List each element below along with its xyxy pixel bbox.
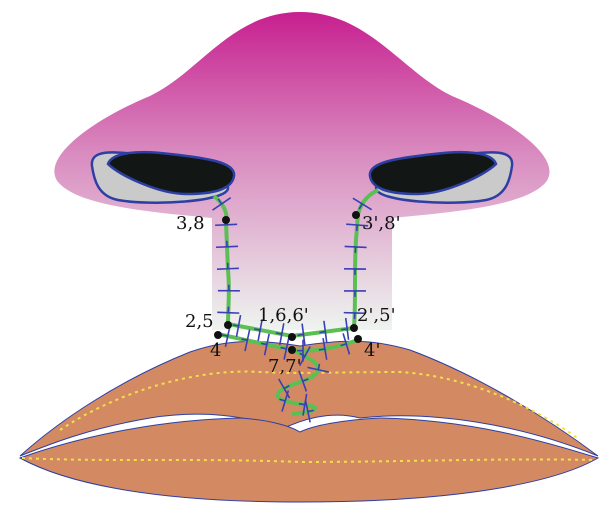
stitch-mark	[296, 339, 304, 362]
left-nostril	[90, 150, 236, 204]
point-4prime	[354, 335, 362, 343]
point-4	[214, 331, 222, 339]
stitch-mark	[341, 317, 350, 340]
label-3-8: 3,8	[176, 213, 205, 234]
zplasty-suture-line	[217, 332, 321, 416]
stitch-mark	[343, 290, 366, 297]
label-7-7prime: 7,7'	[268, 356, 302, 377]
point-3-8	[222, 216, 230, 224]
landmark-points	[214, 211, 362, 354]
stitch-mark	[212, 197, 232, 211]
point-7-7prime	[288, 346, 296, 354]
stitch-mark	[241, 329, 251, 352]
lower-lip	[18, 417, 600, 503]
stitch-mark	[298, 393, 308, 416]
stitch-mark	[216, 262, 239, 271]
stitch-mark	[298, 370, 309, 392]
stitch-mark	[254, 319, 263, 341]
lower-vermilion-dotted-line	[21, 457, 597, 464]
label-2prime-5prime: 2',5'	[357, 305, 396, 326]
stitch-mark	[318, 337, 328, 360]
stitch-mark	[260, 333, 270, 356]
stitch-mark	[343, 311, 366, 319]
stitch-marks	[212, 197, 373, 423]
right-nostril	[368, 150, 514, 204]
stitch-mark	[297, 323, 306, 346]
label-4: 4	[210, 340, 221, 361]
upper-lip	[19, 340, 599, 457]
label-1-6-6prime: 1,6,6'	[258, 305, 309, 326]
label-3prime-8prime: 3',8'	[362, 213, 401, 234]
stitch-mark	[344, 268, 367, 275]
stitch-mark	[319, 320, 328, 343]
stitch-mark	[216, 240, 239, 249]
stitch-mark	[279, 390, 290, 412]
stitch-mark	[352, 197, 373, 211]
point-3prime-8prime	[352, 211, 360, 219]
stitch-mark	[221, 325, 231, 348]
label-4prime: 4'	[364, 340, 380, 361]
stitch-mark	[346, 223, 369, 232]
stitch-mark	[280, 337, 290, 360]
stitch-mark	[304, 400, 314, 423]
point-2-5	[224, 321, 232, 329]
stitch-mark	[344, 245, 367, 253]
point-1-6-6prime	[288, 333, 296, 341]
stitch-mark	[217, 306, 240, 314]
label-2-5: 2,5	[185, 311, 214, 332]
upper-vermilion-dotted-line	[59, 370, 581, 441]
stitch-mark	[232, 315, 242, 337]
stitch-mark	[340, 333, 351, 355]
point-2prime-5prime	[350, 324, 358, 332]
stitch-mark	[275, 323, 285, 346]
stitch-mark	[307, 363, 330, 373]
nose-shape	[54, 12, 550, 330]
stitch-mark	[217, 284, 240, 292]
